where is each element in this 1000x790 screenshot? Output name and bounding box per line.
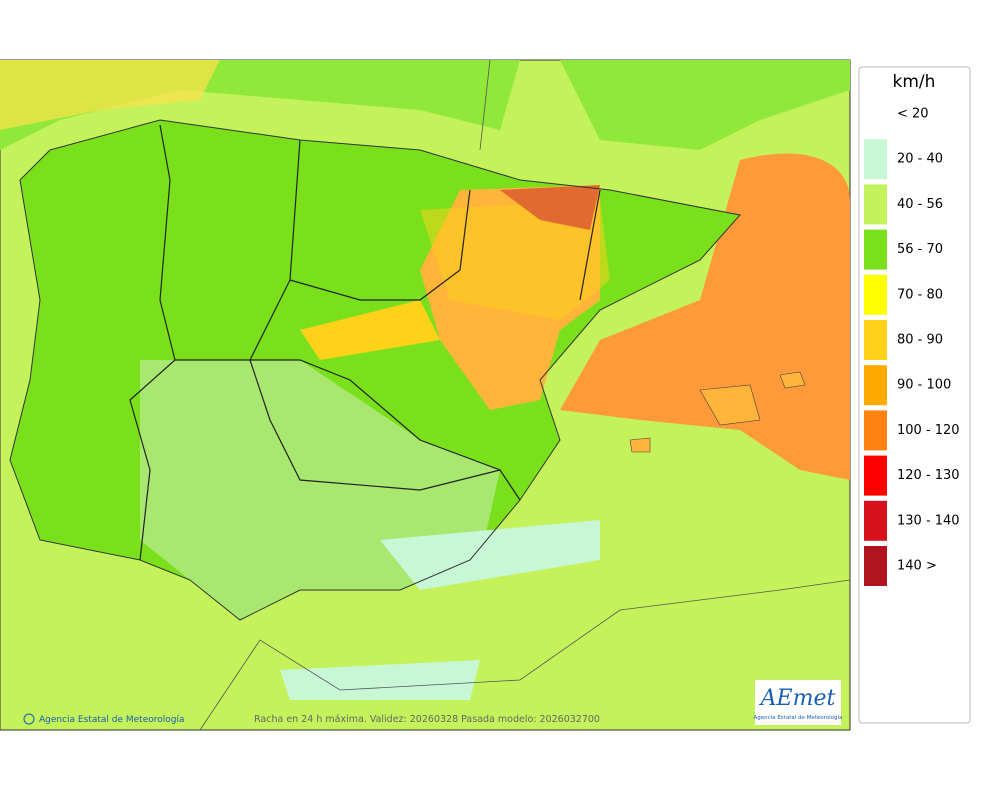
- logo-subtitle: Agencia Estatal de Meteorología: [754, 714, 843, 721]
- legend: km/h < 20 20 - 40 40 - 56 56 - 70 70 - 80 80 …: [858, 66, 971, 724]
- calm-zone: [380, 520, 600, 590]
- legend-swatch: [864, 320, 887, 360]
- legend-swatch: [864, 500, 887, 541]
- legend-label: 100 - 120: [897, 423, 960, 438]
- credit: Agencia Estatal de Meteorología: [39, 715, 185, 725]
- legend-swatch: [864, 410, 887, 451]
- logo: AEmet: [759, 686, 836, 711]
- island: [629, 371, 806, 453]
- legend-label: 90 - 100: [897, 378, 951, 393]
- legend-label: 40 - 56: [897, 197, 943, 212]
- map: Agencia Estatal de Meteorología Racha en…: [0, 59, 851, 731]
- legend-label: 130 - 140: [897, 513, 960, 528]
- copyright-icon: [23, 713, 35, 725]
- legend-swatch: [864, 94, 887, 134]
- calm-zone: [280, 660, 480, 700]
- legend-swatch: [864, 139, 887, 180]
- sea-zone: [560, 60, 850, 150]
- legend-swatch: [864, 229, 887, 270]
- coastline: [9, 119, 741, 621]
- legend-title: km/h: [893, 72, 936, 92]
- legend-swatch: [864, 546, 887, 586]
- wind-zone: [300, 300, 440, 360]
- legend-label: < 20: [897, 107, 929, 122]
- legend-swatch: [864, 365, 887, 406]
- logo-box: [755, 680, 841, 725]
- legend-swatch: [864, 184, 887, 225]
- sea-zone: [560, 153, 850, 480]
- legend-label: 70 - 80: [897, 287, 943, 302]
- caption: Racha en 24 h máxima. Validez: 20260328 …: [254, 714, 600, 725]
- wind-zone: [420, 200, 610, 320]
- sea-zone: [0, 60, 220, 130]
- legend-label: 140 >: [897, 559, 937, 574]
- legend-label: 120 - 130: [897, 468, 960, 483]
- legend-swatch: [864, 455, 887, 496]
- legend-label: 20 - 40: [897, 152, 943, 167]
- wind-zone: [500, 185, 600, 230]
- region-border: [129, 124, 601, 561]
- coastline: [199, 59, 851, 731]
- legend-label: 56 - 70: [897, 242, 943, 257]
- legend-swatch: [864, 274, 887, 315]
- legend-label: 80 - 90: [897, 333, 943, 348]
